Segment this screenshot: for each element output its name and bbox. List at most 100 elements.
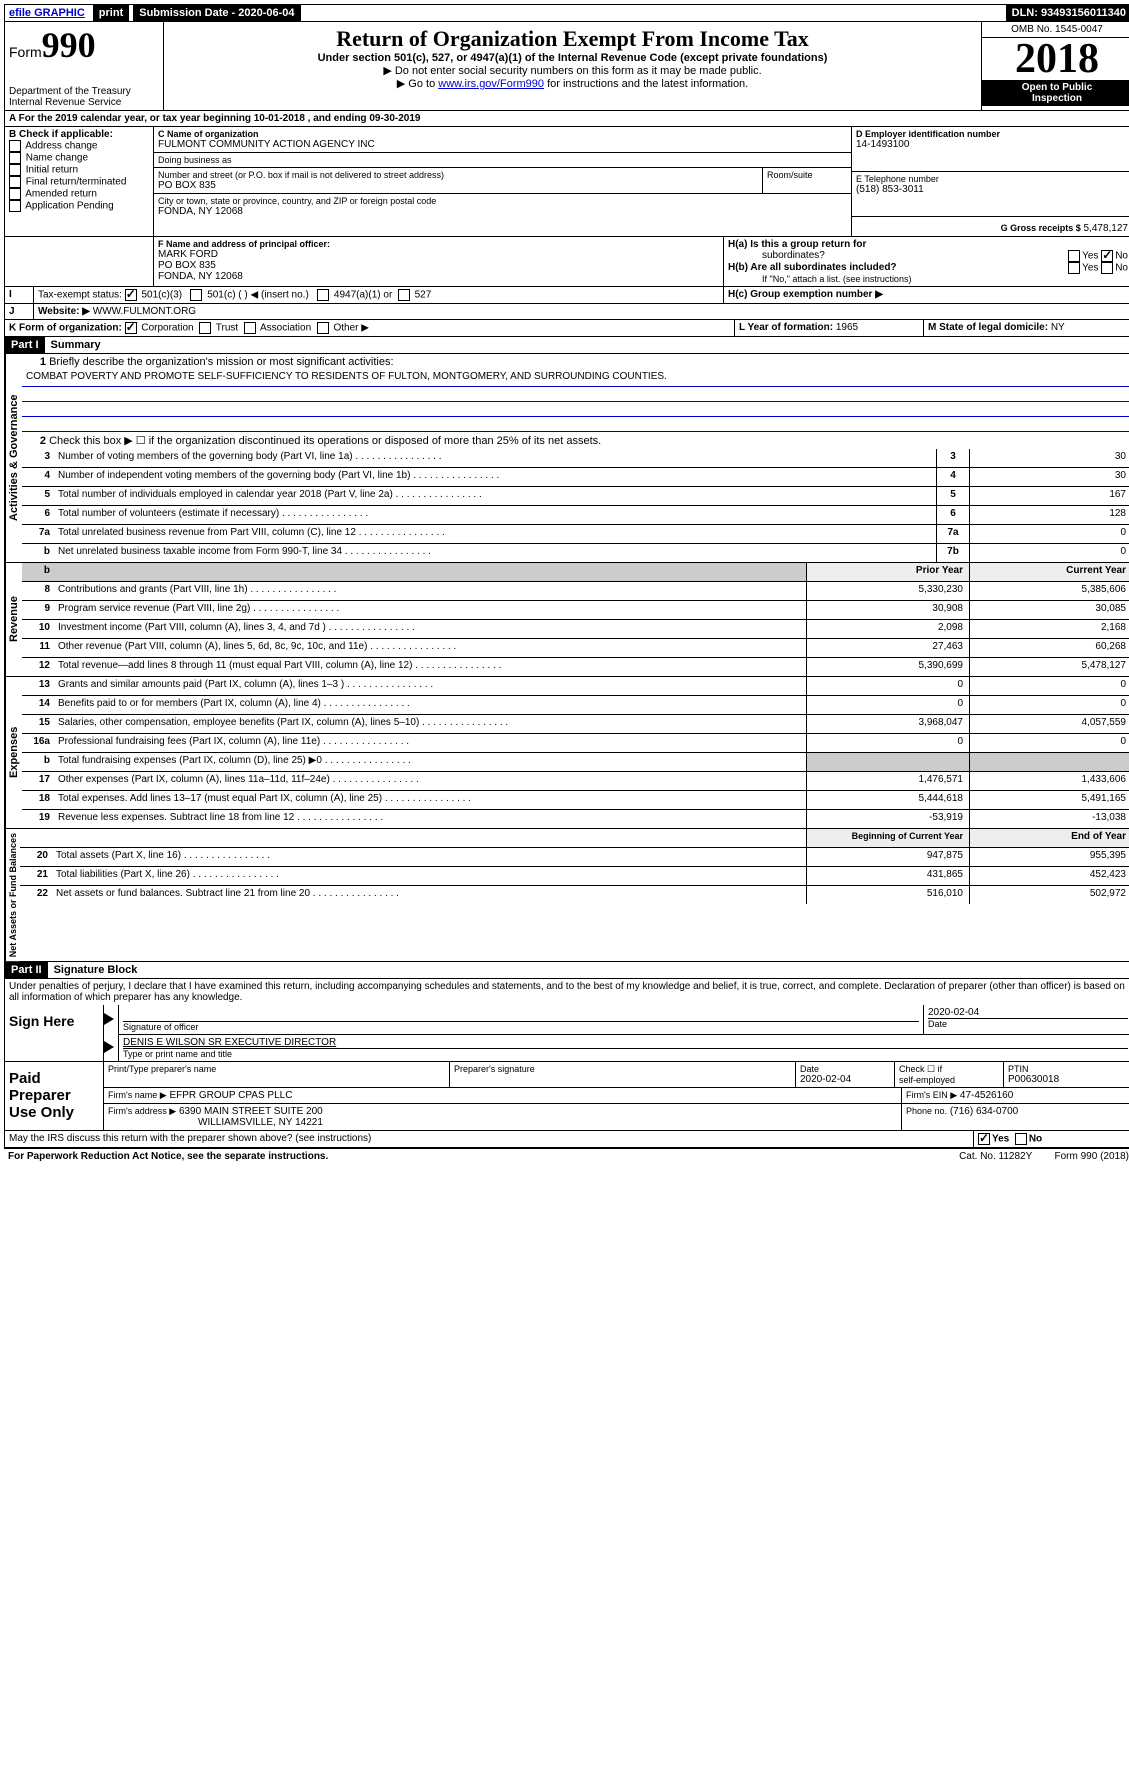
firm-phone: (716) 634-0700 xyxy=(950,1106,1018,1117)
year-formation-value: 1965 xyxy=(836,322,858,333)
527-checkbox[interactable] xyxy=(398,289,410,301)
top-bar: efile GRAPHIC print Submission Date - 20… xyxy=(4,4,1129,22)
firm-addr-label: Firm's address ▶ xyxy=(108,1106,176,1116)
box-b-header: B Check if applicable: xyxy=(9,129,149,140)
dept-label: Department of the Treasury xyxy=(9,86,159,97)
prior-value: 5,444,618 xyxy=(806,791,969,809)
print-button[interactable]: print xyxy=(93,5,129,21)
hb-no-checkbox[interactable] xyxy=(1101,262,1113,274)
current-value: 60,268 xyxy=(969,639,1129,657)
boxb-checkbox[interactable] xyxy=(9,140,21,152)
boxb-checkbox[interactable] xyxy=(9,152,21,164)
domicile-value: NY xyxy=(1051,322,1065,333)
ha-label: H(a) Is this a group return for xyxy=(728,239,866,250)
beg-year-header: Beginning of Current Year xyxy=(806,829,969,847)
form-label: Form xyxy=(9,44,42,60)
current-value: 2,168 xyxy=(969,620,1129,638)
form-header: Form990 Department of the Treasury Inter… xyxy=(4,22,1129,111)
prior-value: 431,865 xyxy=(806,867,969,885)
arrow-icon xyxy=(104,1041,114,1053)
ha-yes-checkbox[interactable] xyxy=(1068,250,1080,262)
ein-label: D Employer identification number xyxy=(856,129,1128,139)
submission-date: Submission Date - 2020-06-04 xyxy=(133,5,300,21)
print-name-label: Type or print name and title xyxy=(123,1049,1128,1059)
501c3-checkbox[interactable] xyxy=(125,289,137,301)
form-org-label: K Form of organization: xyxy=(9,323,122,334)
prep-date: 2020-02-04 xyxy=(800,1074,890,1085)
firm-name-label: Firm's name ▶ xyxy=(108,1090,167,1100)
subtitle-1: Under section 501(c), 527, or 4947(a)(1)… xyxy=(168,52,977,64)
discuss-yes-checkbox[interactable] xyxy=(978,1133,990,1145)
boxb-checkbox[interactable] xyxy=(9,188,21,200)
mission-text: COMBAT POVERTY AND PROMOTE SELF-SUFFICIE… xyxy=(22,370,1129,387)
ptin-label: PTIN xyxy=(1008,1064,1128,1074)
ha-label2: subordinates? xyxy=(762,250,825,262)
paid-preparer-section: Paid Preparer Use Only Print/Type prepar… xyxy=(4,1062,1129,1131)
501c-checkbox[interactable] xyxy=(190,289,202,301)
officer-addr1: PO BOX 835 xyxy=(158,260,719,271)
prior-year-header: Prior Year xyxy=(806,563,969,581)
firm-ein-label: Firm's EIN ▶ xyxy=(906,1090,957,1100)
current-value: 0 xyxy=(969,734,1129,752)
expenses-section: Expenses 13Grants and similar amounts pa… xyxy=(4,677,1129,829)
net-assets-side-label: Net Assets or Fund Balances xyxy=(5,829,20,961)
end-year-header: End of Year xyxy=(969,829,1129,847)
mission-label: Briefly describe the organization's miss… xyxy=(49,356,393,368)
trust-checkbox[interactable] xyxy=(199,322,211,334)
arrow-icon xyxy=(104,1013,114,1025)
prior-value: 0 xyxy=(806,734,969,752)
dln: DLN: 93493156011340 xyxy=(1006,5,1129,21)
form-title: Return of Organization Exempt From Incom… xyxy=(168,26,977,52)
line-2-text: Check this box ▶ ☐ if the organization d… xyxy=(49,435,601,447)
prior-value: 3,968,047 xyxy=(806,715,969,733)
hb-yes-checkbox[interactable] xyxy=(1068,262,1080,274)
city-label: City or town, state or province, country… xyxy=(158,196,847,206)
4947-checkbox[interactable] xyxy=(317,289,329,301)
self-emp-label: Check ☐ if xyxy=(899,1064,999,1075)
prior-value: -53,919 xyxy=(806,810,969,828)
prior-value: 0 xyxy=(806,696,969,714)
current-value: 5,385,606 xyxy=(969,582,1129,600)
pra-notice: For Paperwork Reduction Act Notice, see … xyxy=(8,1151,328,1162)
ha-no-checkbox[interactable] xyxy=(1101,250,1113,262)
subtitle-2: ▶ Do not enter social security numbers o… xyxy=(168,64,977,77)
prior-value: 27,463 xyxy=(806,639,969,657)
firm-phone-label: Phone no. xyxy=(906,1106,947,1116)
prep-sig-label: Preparer's signature xyxy=(454,1064,791,1074)
boxb-checkbox[interactable] xyxy=(9,200,21,212)
tax-status-label: Tax-exempt status: xyxy=(38,290,122,301)
officer-print-name: DENIS E WILSON SR EXECUTIVE DIRECTOR xyxy=(123,1037,1128,1049)
prior-value: 516,010 xyxy=(806,886,969,904)
room-label: Room/suite xyxy=(762,168,851,193)
hc-label: H(c) Group exemption number ▶ xyxy=(728,289,883,300)
corp-checkbox[interactable] xyxy=(125,322,137,334)
current-value: 5,478,127 xyxy=(969,658,1129,676)
boxb-checkbox[interactable] xyxy=(9,176,21,188)
firm-addr1: 6390 MAIN STREET SUITE 200 xyxy=(179,1106,323,1117)
governance-side-label: Activities & Governance xyxy=(5,354,22,562)
part-i-header: Part I xyxy=(5,337,45,353)
current-value: -13,038 xyxy=(969,810,1129,828)
other-checkbox[interactable] xyxy=(317,322,329,334)
h-note: If "No," attach a list. (see instruction… xyxy=(762,274,1128,284)
cat-number: Cat. No. 11282Y xyxy=(959,1151,1032,1162)
gov-value: 30 xyxy=(969,449,1129,467)
current-value: 955,395 xyxy=(969,848,1129,866)
prior-value: 1,476,571 xyxy=(806,772,969,790)
instructions-link[interactable]: www.irs.gov/Form990 xyxy=(438,78,544,90)
discuss-no-checkbox[interactable] xyxy=(1015,1133,1027,1145)
current-value: 30,085 xyxy=(969,601,1129,619)
discuss-text: May the IRS discuss this return with the… xyxy=(5,1131,974,1147)
line-a: A For the 2019 calendar year, or tax yea… xyxy=(5,111,1129,126)
current-value: 4,057,559 xyxy=(969,715,1129,733)
assoc-checkbox[interactable] xyxy=(244,322,256,334)
boxb-checkbox[interactable] xyxy=(9,164,21,176)
efile-link[interactable]: efile GRAPHIC xyxy=(5,5,89,21)
website-value: WWW.FULMONT.ORG xyxy=(93,306,196,317)
addr-value: PO BOX 835 xyxy=(158,180,758,191)
form-number: 990 xyxy=(42,25,96,65)
net-assets-section: Net Assets or Fund Balances Beginning of… xyxy=(4,829,1129,962)
current-value xyxy=(969,753,1129,771)
gov-value: 30 xyxy=(969,468,1129,486)
prep-name-label: Print/Type preparer's name xyxy=(108,1064,445,1074)
